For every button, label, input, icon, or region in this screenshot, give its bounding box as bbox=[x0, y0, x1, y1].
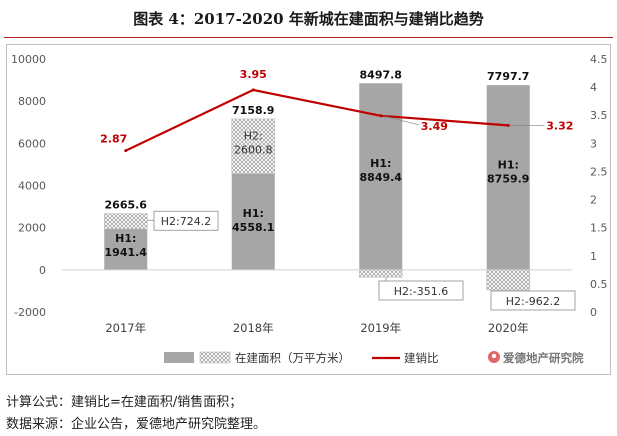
ratio-line bbox=[124, 88, 510, 153]
left-tick-label: 2000 bbox=[18, 222, 46, 235]
ratio-label: 2.87 bbox=[100, 133, 127, 146]
ratio-point bbox=[124, 149, 128, 153]
h2-callout-box bbox=[378, 280, 464, 301]
h2-bar bbox=[103, 213, 148, 230]
ratio-point bbox=[506, 123, 510, 127]
h1-bar bbox=[486, 85, 530, 270]
right-tick-label: 4 bbox=[590, 81, 597, 94]
left-tick-label: 10000 bbox=[11, 53, 46, 66]
total-label: 7797.7 bbox=[487, 70, 529, 83]
right-tick-label: 4.5 bbox=[590, 53, 608, 66]
logo-text: 爱德地产研究院 bbox=[503, 351, 584, 365]
h2-bar bbox=[486, 269, 531, 291]
h1-bar bbox=[104, 228, 148, 270]
h1-label: H1: 1941.4 bbox=[105, 232, 148, 259]
category-labels: 2017年 2018年 2019年 2020年 bbox=[105, 321, 528, 335]
h1-label: H1: 4558.1 bbox=[232, 207, 274, 234]
category-label: 2018年 bbox=[233, 321, 274, 335]
total-label: 7158.9 bbox=[232, 104, 274, 117]
legend: 在建面积（万平方米） 建销比 爱德地产研究院 bbox=[164, 351, 584, 365]
right-tick-label: 2 bbox=[590, 194, 597, 207]
h2-bar bbox=[231, 118, 276, 175]
ratio-label: 3.32 bbox=[546, 119, 573, 132]
right-tick-label: 2.5 bbox=[590, 165, 608, 178]
ratio-point bbox=[379, 114, 383, 118]
h2-callout-box bbox=[490, 290, 576, 311]
pin-logo-icon bbox=[488, 351, 500, 363]
total-label: 8497.8 bbox=[360, 68, 402, 81]
ratio-label: 3.49 bbox=[421, 120, 448, 133]
left-axis-ticks: 10000 8000 6000 4000 2000 0 -2000 bbox=[11, 53, 46, 319]
ratio-series-line bbox=[125, 88, 509, 152]
right-tick-label: 1 bbox=[590, 250, 597, 263]
legend-swatch-h1 bbox=[164, 352, 194, 363]
source-note: 数据来源：企业公告，爱德地产研究院整理。 bbox=[6, 417, 267, 432]
h2-label: H2:-962.2 bbox=[506, 295, 560, 308]
h2-label: H2:724.2 bbox=[161, 215, 211, 228]
h2-bar bbox=[358, 269, 403, 278]
data-labels: 2665.6 7158.9 8497.8 7797.7 H1: 1941.4 H1: 4558… bbox=[100, 68, 576, 311]
right-tick-label: 0 bbox=[590, 306, 597, 319]
right-axis-ticks: 4.5 4 3.5 3 2.5 2 1.5 1 0.5 0 bbox=[590, 53, 608, 319]
right-tick-label: 3 bbox=[590, 137, 597, 150]
category-label: 2020年 bbox=[488, 321, 529, 335]
legend-label-area: 在建面积（万平方米） bbox=[235, 351, 350, 365]
bars bbox=[62, 83, 572, 291]
h1-bar bbox=[231, 173, 275, 270]
left-tick-label: 6000 bbox=[18, 137, 46, 150]
left-tick-label: 4000 bbox=[18, 180, 46, 193]
h2-label: H2: 2600.8 bbox=[234, 130, 273, 157]
total-label: 2665.6 bbox=[105, 199, 148, 212]
legend-swatch-h2 bbox=[199, 351, 231, 364]
right-tick-label: 1.5 bbox=[590, 222, 608, 235]
legend-label-ratio: 建销比 bbox=[404, 351, 439, 365]
left-tick-label: -2000 bbox=[14, 306, 46, 319]
h2-callout-box bbox=[153, 210, 219, 231]
ratio-point bbox=[251, 88, 255, 92]
h1-label: H1: 8849.4 bbox=[360, 157, 403, 184]
h2-callout-leader bbox=[384, 277, 388, 282]
chart-title: 图表 4：2017-2020 年新城在建面积与建销比趋势 bbox=[133, 10, 484, 28]
category-label: 2019年 bbox=[360, 321, 401, 335]
chart-frame bbox=[6, 44, 611, 375]
ratio-label-leader bbox=[382, 115, 419, 126]
category-label: 2017年 bbox=[105, 321, 146, 335]
formula-note: 计算公式：建销比=在建面积/销售面积； bbox=[6, 395, 243, 410]
chart: 10000 8000 6000 4000 2000 0 -2000 4.5 4 3.5 3 2.5 2… bbox=[11, 53, 608, 365]
left-tick-label: 8000 bbox=[18, 95, 46, 108]
h2-label: H2:-351.6 bbox=[394, 285, 448, 298]
left-tick-label: 0 bbox=[39, 264, 46, 277]
ratio-label: 3.95 bbox=[240, 68, 267, 81]
right-tick-label: 0.5 bbox=[590, 278, 608, 291]
h1-label: H1: 8759.9 bbox=[487, 158, 529, 185]
logo-dot bbox=[491, 353, 497, 359]
right-tick-label: 3.5 bbox=[590, 109, 608, 122]
title-divider bbox=[4, 37, 613, 38]
